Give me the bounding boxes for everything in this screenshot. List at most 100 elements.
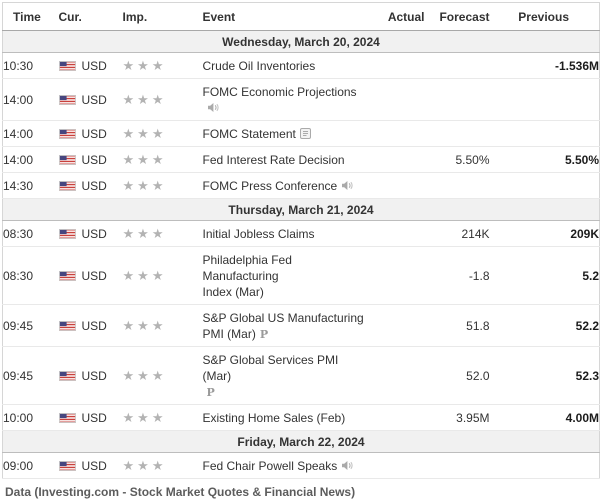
event-name[interactable]: Index (Mar) xyxy=(202,285,264,299)
star-icon: ★ xyxy=(122,57,138,73)
event-row[interactable]: 14:00 USD ★★★ Fed Interest Rate Decision 5.5… xyxy=(2,146,600,173)
event-row[interactable]: 08:30 USD ★★★ Philadelphia Fed Manufacturin… xyxy=(2,246,600,305)
event-row[interactable]: 09:45 USD ★★★ S&P Global US Manufacturing PM… xyxy=(2,304,600,347)
event-row[interactable]: 10:30 USD ★★★ Crude Oil Inventories -1.536M xyxy=(2,52,600,79)
star-icon: ★ xyxy=(151,457,167,473)
actual-cell xyxy=(364,304,425,347)
us-flag-icon xyxy=(58,412,76,423)
actual-cell xyxy=(364,146,425,173)
event-name[interactable]: Fed Interest Rate Decision xyxy=(202,153,345,167)
previous-cell xyxy=(489,78,600,121)
star-icon: ★ xyxy=(137,317,152,333)
time-cell: 09:45 xyxy=(2,346,59,405)
actual-cell xyxy=(364,220,425,247)
attribution-text: Data (Investing.com - Stock Market Quote… xyxy=(5,485,356,499)
day-label: Wednesday, March 20, 2024 xyxy=(2,30,600,53)
speaker-icon xyxy=(207,102,219,113)
event-line: Fed Chair Powell Speaks xyxy=(203,458,365,474)
event-name[interactable]: FOMC Press Conference xyxy=(202,179,338,193)
event-name[interactable]: Philadelphia Fed Manufacturing xyxy=(202,253,292,283)
importance-stars: ★★★ xyxy=(123,92,167,107)
forecast-cell xyxy=(424,78,490,121)
forecast-cell: -1.8 xyxy=(424,246,490,305)
previous-cell xyxy=(489,172,600,199)
star-icon: ★ xyxy=(122,317,138,333)
event-row[interactable]: 09:45 USD ★★★ S&P Global Services PMI (Mar)… xyxy=(2,346,600,405)
us-flag-icon xyxy=(58,228,76,239)
star-icon: ★ xyxy=(151,57,167,73)
event-cell: Philadelphia Fed Manufacturing Index (Mar… xyxy=(202,246,365,305)
importance-cell: ★★★ xyxy=(122,246,203,305)
event-row[interactable]: 10:00 USD ★★★ Existing Home Sales (Feb) 3.95… xyxy=(2,404,600,431)
event-line: Fed Interest Rate Decision xyxy=(203,152,365,168)
event-name[interactable]: S&P Global US Manufacturing xyxy=(202,311,364,325)
event-cell: Initial Jobless Claims xyxy=(202,220,365,247)
event-row[interactable]: 14:00 USD ★★★ FOMC Statement xyxy=(2,120,600,147)
event-row[interactable]: 09:00 USD ★★★ Fed Chair Powell Speaks xyxy=(2,452,600,479)
event-name[interactable]: FOMC Statement xyxy=(202,127,296,141)
previous-cell: 5.2 xyxy=(489,246,600,305)
event-cell: FOMC Statement xyxy=(202,120,365,147)
economic-calendar-table: Time Cur. Imp. Event Actual Forecast Pre… xyxy=(2,2,600,479)
importance-stars: ★★★ xyxy=(123,226,167,241)
importance-stars: ★★★ xyxy=(123,58,167,73)
event-cell: Crude Oil Inventories xyxy=(202,52,365,79)
event-name[interactable]: FOMC Economic Projections xyxy=(202,85,357,99)
event-name[interactable]: Fed Chair Powell Speaks xyxy=(202,459,338,473)
event-cell: S&P Global US Manufacturing PMI (Mar) P xyxy=(202,304,365,347)
actual-cell xyxy=(364,346,425,405)
day-separator-row: Wednesday, March 20, 2024 xyxy=(2,30,600,53)
currency-cell: USD xyxy=(58,120,123,147)
actual-cell xyxy=(364,78,425,121)
event-row[interactable]: 14:30 USD ★★★ FOMC Press Conference xyxy=(2,172,600,199)
star-icon: ★ xyxy=(137,57,152,73)
day-separator-row: Thursday, March 21, 2024 xyxy=(2,198,600,221)
currency-cell: USD xyxy=(58,52,123,79)
event-name[interactable]: Crude Oil Inventories xyxy=(202,59,316,73)
importance-cell: ★★★ xyxy=(122,220,203,247)
event-cell: Existing Home Sales (Feb) xyxy=(202,404,365,431)
forecast-cell xyxy=(424,172,490,199)
us-flag-icon xyxy=(58,270,76,281)
currency-label: USD xyxy=(81,410,107,425)
star-icon: ★ xyxy=(137,91,152,107)
importance-stars: ★★★ xyxy=(123,152,167,167)
event-cell: Fed Chair Powell Speaks xyxy=(202,452,365,479)
currency-cell: USD xyxy=(58,220,123,247)
star-icon: ★ xyxy=(122,267,138,283)
currency-label: USD xyxy=(81,458,107,473)
currency-label: USD xyxy=(81,268,107,283)
event-name[interactable]: PMI (Mar) xyxy=(202,327,256,341)
time-cell: 14:30 xyxy=(2,172,59,199)
us-flag-icon xyxy=(58,320,76,331)
event-row[interactable]: 08:30 USD ★★★ Initial Jobless Claims 214K 209… xyxy=(2,220,600,247)
star-icon: ★ xyxy=(122,409,138,425)
importance-cell: ★★★ xyxy=(122,78,203,121)
us-flag-icon xyxy=(58,128,76,139)
event-name[interactable]: S&P Global Services PMI (Mar) xyxy=(202,353,339,383)
star-icon: ★ xyxy=(151,125,167,141)
importance-cell: ★★★ xyxy=(122,346,203,405)
event-line: FOMC Press Conference xyxy=(203,178,365,194)
event-name[interactable]: Initial Jobless Claims xyxy=(202,227,315,241)
event-row[interactable]: 14:00 USD ★★★ FOMC Economic Projections xyxy=(2,78,600,121)
previous-cell xyxy=(489,120,600,147)
star-icon: ★ xyxy=(137,409,152,425)
speaker-icon xyxy=(341,460,353,471)
report-icon[interactable] xyxy=(299,128,311,139)
currency-label: USD xyxy=(81,92,107,107)
column-header-event: Event xyxy=(202,2,365,31)
day-separator-row: Friday, March 22, 2024 xyxy=(2,430,600,453)
star-icon: ★ xyxy=(137,177,152,193)
event-name[interactable]: Existing Home Sales (Feb) xyxy=(202,411,346,425)
actual-cell xyxy=(364,52,425,79)
actual-cell xyxy=(364,452,425,479)
forecast-cell xyxy=(424,452,490,479)
us-flag-icon xyxy=(58,460,76,471)
importance-stars: ★★★ xyxy=(123,368,167,383)
importance-stars: ★★★ xyxy=(123,458,167,473)
event-line: Index (Mar) xyxy=(203,284,365,300)
currency-label: USD xyxy=(81,226,107,241)
star-icon: ★ xyxy=(122,91,138,107)
importance-cell: ★★★ xyxy=(122,52,203,79)
